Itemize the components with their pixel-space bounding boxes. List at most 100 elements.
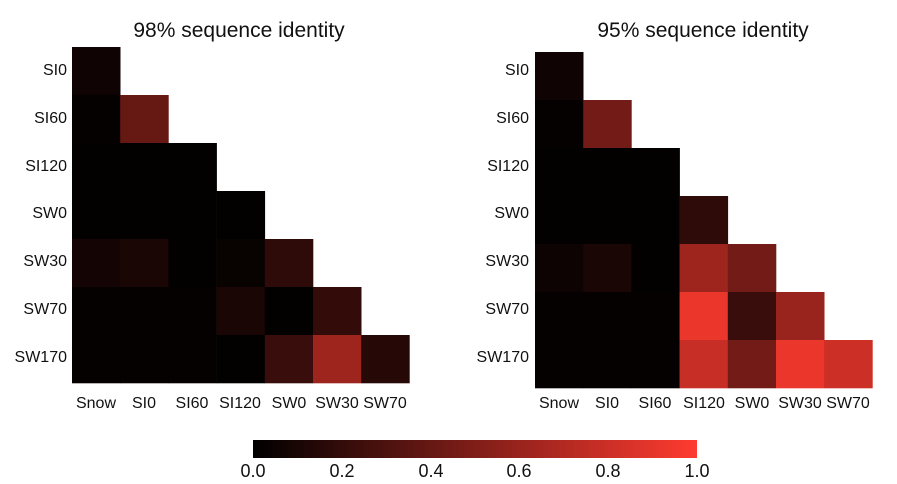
row-label: SW170 — [477, 349, 530, 366]
column-labels: Snow SI0 SI60 SI120 SW0 SW30 SW70 — [539, 395, 870, 412]
column-label: SI0 — [132, 395, 156, 412]
heatmap-cell-SW70-SW30 — [313, 287, 362, 336]
column-label: Snow — [539, 395, 579, 412]
heatmap-cell-SW30-SI120 — [216, 239, 266, 288]
heatmap-cell-SW30-SI0 — [583, 244, 632, 293]
heatmap-cell-SW70-Snow — [535, 292, 584, 341]
row-label: SI0 — [505, 62, 529, 79]
heatmap-cell-SW170-SI0 — [583, 340, 632, 389]
heatmap-cells — [535, 52, 873, 389]
heatmap-cell-SW70-SI120 — [679, 292, 729, 341]
heatmap-cell-SW70-SW0 — [264, 287, 314, 336]
heatmap-cell-SW0-SI60 — [631, 196, 680, 245]
heatmap-cell-SI60-Snow — [72, 95, 121, 144]
heatmap-cell-SW170-SI60 — [631, 340, 680, 389]
heatmap-cell-SW70-SI120 — [216, 287, 266, 336]
column-label: SW0 — [272, 395, 307, 412]
heatmap-cell-SW0-SI120 — [679, 196, 729, 245]
colorbar: 0.0 0.2 0.4 0.6 0.8 1.0 — [240, 440, 710, 481]
heatmap-cell-SW0-SI60 — [168, 191, 217, 240]
colorbar-tick: 0.8 — [595, 461, 620, 481]
column-label: SW30 — [778, 395, 822, 412]
heatmap-cell-SW0-Snow — [72, 191, 121, 240]
heatmap-cell-SI120-SI60 — [631, 148, 680, 197]
colorbar-tick: 0.6 — [506, 461, 531, 481]
heatmap-cell-SW170-Snow — [72, 335, 121, 384]
heatmap-cell-SW170-SI60 — [168, 335, 217, 384]
heatmap-cell-SW30-Snow — [535, 244, 584, 293]
row-label: SW30 — [23, 253, 67, 270]
colorbar-tick: 0.2 — [329, 461, 354, 481]
colorbar-tick: 0.0 — [240, 461, 265, 481]
heatmap-cell-SW30-Snow — [72, 239, 121, 288]
column-label: SI0 — [595, 395, 619, 412]
heatmap-cell-SW170-SW30 — [776, 340, 825, 389]
row-labels: SI0 SI60 SI120 SW0 SW30 SW70 SW170 — [477, 62, 530, 366]
heatmap-cell-SW70-SI60 — [168, 287, 217, 336]
heatmap-panel-95: 95% sequence identity SI0 SI60 SI120 SW0… — [477, 19, 873, 412]
heatmap-cell-SW0-SI0 — [583, 196, 632, 245]
row-label: SI120 — [487, 158, 529, 175]
heatmap-cell-SW170-Snow — [535, 340, 584, 389]
heatmap-cell-SI60-SI0 — [583, 100, 632, 149]
heatmap-cell-SW0-SI120 — [216, 191, 266, 240]
heatmap-cell-SW170-SW0 — [727, 340, 777, 389]
row-label: SI60 — [34, 110, 67, 127]
heatmap-cell-SW30-SI120 — [679, 244, 729, 293]
column-labels: Snow SI0 SI60 SI120 SW0 SW30 SW70 — [76, 395, 407, 412]
row-labels: SI0 SI60 SI120 SW0 SW30 SW70 SW170 — [15, 62, 68, 366]
heatmap-cell-SI0-Snow — [535, 52, 584, 101]
column-label: SW70 — [826, 395, 870, 412]
heatmap-cell-SW30-SW0 — [264, 239, 314, 288]
heatmap-cell-SW0-Snow — [535, 196, 584, 245]
heatmap-cell-SI120-Snow — [72, 143, 121, 192]
column-label: SW70 — [363, 395, 407, 412]
heatmap-cells — [72, 47, 410, 384]
heatmap-cell-SI120-SI60 — [168, 143, 217, 192]
heatmap-cell-SW170-SW0 — [264, 335, 314, 384]
heatmap-cell-SI60-Snow — [535, 100, 584, 149]
row-label: SW30 — [485, 253, 529, 270]
heatmap-cell-SW170-SW70 — [361, 335, 410, 384]
column-label: SW0 — [735, 395, 770, 412]
heatmap-cell-SW0-SI0 — [120, 191, 169, 240]
heatmap-cell-SW170-SW70 — [824, 340, 873, 389]
column-label: SI120 — [683, 395, 725, 412]
row-label: SI60 — [496, 110, 529, 127]
heatmap-cell-SW30-SI60 — [631, 244, 680, 293]
row-label: SW0 — [32, 205, 67, 222]
row-label: SI0 — [43, 62, 67, 79]
heatmap-cell-SW70-SI60 — [631, 292, 680, 341]
heatmap-cell-SI120-Snow — [535, 148, 584, 197]
heatmap-cell-SW30-SI60 — [168, 239, 217, 288]
column-label: SW30 — [315, 395, 359, 412]
row-label: SW170 — [15, 349, 68, 366]
colorbar-gradient — [253, 440, 697, 458]
colorbar-tick: 0.4 — [418, 461, 443, 481]
heatmap-panel-98: 98% sequence identity SI0 SI60 SI120 SW0… — [15, 19, 410, 412]
heatmap-cell-SI0-Snow — [72, 47, 121, 96]
colorbar-tick: 1.0 — [684, 461, 709, 481]
heatmap-cell-SW70-SW30 — [776, 292, 825, 341]
heatmap-cell-SW170-SI0 — [120, 335, 169, 384]
column-label: SI60 — [639, 395, 672, 412]
heatmap-cell-SW70-Snow — [72, 287, 121, 336]
panel-title: 95% sequence identity — [597, 19, 809, 42]
row-label: SW70 — [23, 301, 67, 318]
heatmap-cell-SI120-SI0 — [583, 148, 632, 197]
row-label: SW70 — [485, 301, 529, 318]
row-label: SW0 — [494, 205, 529, 222]
heatmap-cell-SW70-SI0 — [120, 287, 169, 336]
heatmap-cell-SW70-SI0 — [583, 292, 632, 341]
heatmap-cell-SI60-SI0 — [120, 95, 169, 144]
heatmap-cell-SW30-SI0 — [120, 239, 169, 288]
row-label: SI120 — [25, 158, 67, 175]
heatmap-cell-SI120-SI0 — [120, 143, 169, 192]
column-label: SI60 — [176, 395, 209, 412]
heatmap-cell-SW170-SI120 — [216, 335, 266, 384]
heatmap-cell-SW70-SW0 — [727, 292, 777, 341]
column-label: SI120 — [219, 395, 261, 412]
column-label: Snow — [76, 395, 116, 412]
panel-title: 98% sequence identity — [133, 19, 345, 42]
